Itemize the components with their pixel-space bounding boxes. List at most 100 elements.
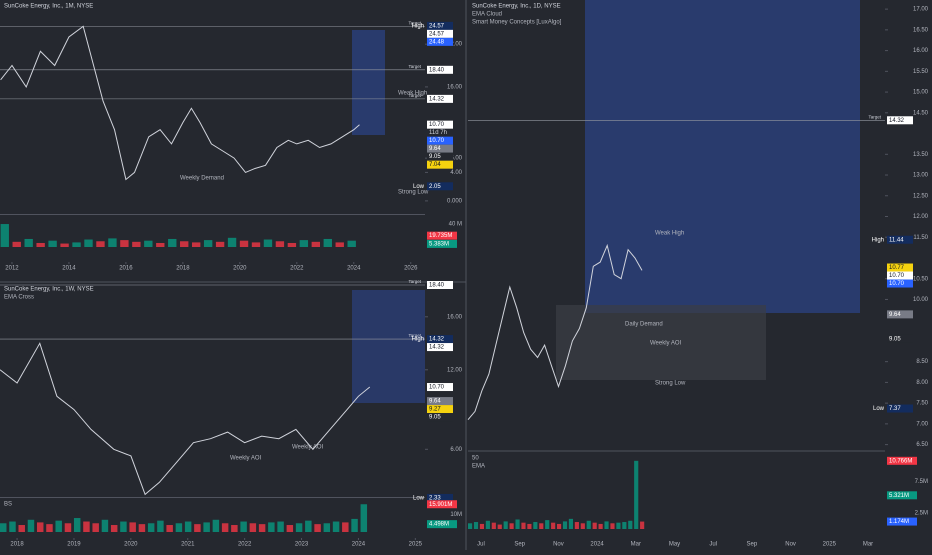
price-badge-tag: Low xyxy=(413,496,425,502)
x-tick-label: 2025 xyxy=(409,542,423,548)
y-tick-label: 11.50 xyxy=(913,235,928,241)
price-badge xyxy=(427,152,453,161)
indicator-label: EMA Cross xyxy=(4,295,34,301)
price-badge xyxy=(887,263,913,272)
annotation: Strong Low xyxy=(398,190,429,196)
price-badge-label: 9.64 xyxy=(429,146,441,152)
volume-bar xyxy=(239,240,249,247)
volume-bar xyxy=(166,525,173,532)
volume-bar xyxy=(351,518,358,532)
volume-bar xyxy=(342,522,349,532)
y-tick-label: 8.00 xyxy=(916,380,928,386)
volume-bar xyxy=(640,521,645,529)
chart-title: SunCoke Energy, Inc., 1W, NYSE xyxy=(4,287,94,293)
price-badge xyxy=(887,279,913,288)
chart-title: SunCoke Energy, Inc., 1D, NYSE xyxy=(472,4,561,10)
volume-bar xyxy=(323,238,332,247)
price-badge-label: 9.64 xyxy=(429,399,441,405)
price-badge-label: 14.32 xyxy=(429,345,445,351)
volume-bar xyxy=(503,521,508,529)
volume-badge xyxy=(427,239,457,248)
volume-tick-label: 7.5M xyxy=(915,479,928,485)
y-tick-label: 16.00 xyxy=(447,314,463,320)
price-badge-label: 7.04 xyxy=(429,162,441,168)
target-zone xyxy=(585,0,860,313)
volume-bar xyxy=(295,523,303,532)
volume-badge xyxy=(427,520,457,529)
price-badge-label: 14.32 xyxy=(889,118,905,124)
volume-bar xyxy=(562,521,568,529)
y-tick-label: 10.50 xyxy=(913,276,929,282)
x-tick-label: Nov xyxy=(553,542,564,548)
y-tick-label: 13.00 xyxy=(913,173,929,179)
y-tick-label: 10.00 xyxy=(913,297,929,303)
volume-bar xyxy=(314,524,321,532)
price-badge-label: 18.40 xyxy=(429,67,445,73)
volume-bar xyxy=(156,242,165,247)
y-tick-label: 13.50 xyxy=(913,152,929,158)
volume-bar xyxy=(491,522,496,529)
volume-bar xyxy=(194,524,201,532)
annotation: Daily Demand xyxy=(625,322,663,328)
volume-bar xyxy=(275,241,285,247)
volume-bar xyxy=(108,238,117,247)
y-tick-label: 15.50 xyxy=(913,69,929,75)
price-badge-label: 10.70 xyxy=(429,122,445,128)
volume-badge xyxy=(887,517,917,526)
volume-indicator: EMA xyxy=(472,464,485,470)
target-label: Target xyxy=(408,93,421,98)
volume-tick-label: 40 M xyxy=(449,222,462,228)
y-tick-label: 14.50 xyxy=(913,110,929,116)
volume-bar xyxy=(231,525,238,532)
volume-bar xyxy=(249,523,257,532)
volume-bar xyxy=(0,523,7,532)
annotation: Strong Low xyxy=(655,381,686,387)
price-badge-tag: High xyxy=(412,23,424,29)
volume-badge-label: 1.174M xyxy=(889,519,909,525)
y-tick-label: 6.00 xyxy=(450,156,462,162)
volume-bar xyxy=(568,518,574,529)
volume-bar xyxy=(24,238,33,247)
target-label: Target xyxy=(408,279,421,284)
price-badge xyxy=(427,160,453,169)
annotation: Weekly AOI xyxy=(650,341,682,347)
x-tick-label: 2018 xyxy=(10,542,24,548)
price-badge xyxy=(427,120,453,129)
price-badge xyxy=(427,144,453,153)
volume-badge-label: 4.498M xyxy=(429,522,449,528)
price-badge-tag: High xyxy=(412,337,424,343)
volume-bar xyxy=(277,521,284,532)
volume-bar xyxy=(557,523,562,529)
volume-bar xyxy=(9,521,16,532)
volume-bar xyxy=(84,239,93,247)
indicator-label: EMA Cloud xyxy=(472,12,502,18)
price-badge-label: 2.33 xyxy=(429,496,441,502)
volume-bar xyxy=(521,522,526,529)
y-tick-label: 16.50 xyxy=(913,27,929,33)
volume-badge-label: 10.766M xyxy=(889,458,912,464)
price-badge xyxy=(887,310,913,319)
y-tick-label: 7.50 xyxy=(916,401,928,407)
volume-bar xyxy=(175,523,183,532)
y-tick-label: 12.50 xyxy=(913,193,929,199)
volume-bar xyxy=(0,224,9,247)
volume-bar xyxy=(527,523,532,529)
price-badge-tag: High xyxy=(872,237,884,243)
volume-bar xyxy=(263,239,273,247)
volume-bar xyxy=(622,522,627,529)
price-badge-label: 10.70 xyxy=(429,385,445,391)
target-zone xyxy=(352,30,385,135)
volume-bar xyxy=(468,523,473,529)
volume-bar xyxy=(227,237,237,247)
volume-bar xyxy=(515,519,520,529)
volume-bar xyxy=(184,521,192,532)
price-badge-tag: Low xyxy=(413,184,425,190)
x-tick-label: Jul xyxy=(709,542,717,548)
volume-badge-label: 5.383M xyxy=(429,241,449,247)
price-badge xyxy=(427,383,453,392)
volume-bar xyxy=(27,519,35,532)
volume-bar xyxy=(18,525,25,532)
volume-bar xyxy=(120,240,129,247)
volume-bar xyxy=(215,241,225,247)
